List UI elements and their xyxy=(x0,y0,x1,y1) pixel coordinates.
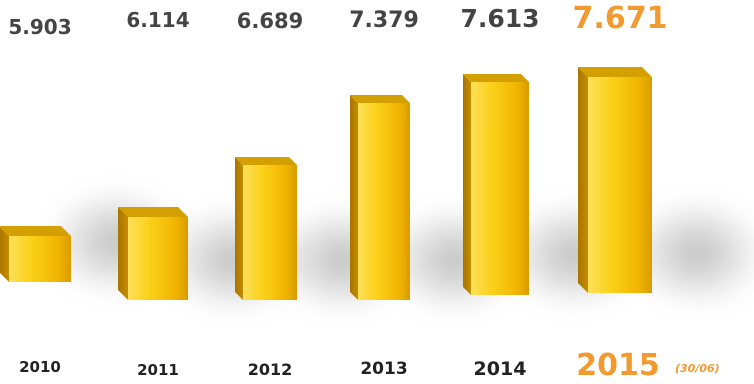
value-label-2013: 7.379 xyxy=(349,8,419,33)
bar-top-face xyxy=(578,67,652,77)
year-labels: 2010 2011 2012 2013 2014 2015 (30/06) xyxy=(19,348,720,383)
value-label-2010: 5.903 xyxy=(8,15,71,39)
bar-top-face xyxy=(463,74,529,82)
year-label-2013: 2013 xyxy=(360,359,407,379)
bar-side-face xyxy=(463,74,471,295)
highlight-note: (30/06) xyxy=(675,362,720,375)
value-label-2015: 7.671 xyxy=(573,1,668,36)
bar-front-face xyxy=(358,103,410,300)
bar-2012 xyxy=(235,157,297,300)
bar-top-face xyxy=(350,95,410,103)
bar-shadow xyxy=(627,198,754,308)
bar-top-face xyxy=(118,207,188,217)
value-labels: 5.903 6.114 6.689 7.379 7.613 7.671 xyxy=(8,1,667,39)
bar-side-face xyxy=(235,157,243,300)
bar-side-face xyxy=(350,95,358,300)
bar-2014 xyxy=(463,74,529,295)
bar-top-face xyxy=(0,226,71,236)
value-label-2014: 7.613 xyxy=(460,4,539,33)
bar-top-face xyxy=(235,157,297,165)
value-label-2012: 6.689 xyxy=(237,9,303,33)
year-label-2010: 2010 xyxy=(19,358,61,376)
value-label-2011: 6.114 xyxy=(126,8,189,32)
bar-side-face xyxy=(0,227,9,282)
bar-front-face xyxy=(243,165,297,300)
bar-front-face xyxy=(471,82,529,295)
year-label-2012: 2012 xyxy=(248,360,293,379)
bar-2011 xyxy=(118,207,188,300)
bar-2015 xyxy=(578,67,652,293)
bar-2013 xyxy=(350,95,410,300)
bar-2010 xyxy=(0,226,71,282)
year-label-2015: 2015 xyxy=(576,348,660,383)
year-label-2014: 2014 xyxy=(474,358,527,380)
bar-side-face xyxy=(118,207,128,300)
bar-front-face xyxy=(9,236,71,282)
bars xyxy=(0,67,652,300)
bar-front-face xyxy=(588,77,652,293)
bar-side-face xyxy=(578,67,588,293)
bar-front-face xyxy=(128,217,188,300)
year-label-2011: 2011 xyxy=(137,361,179,379)
